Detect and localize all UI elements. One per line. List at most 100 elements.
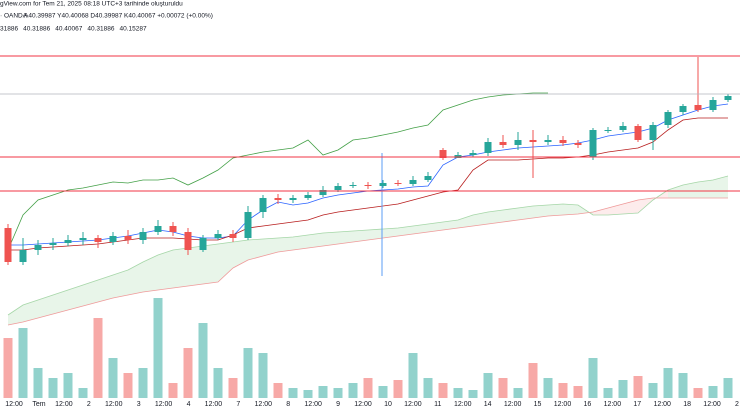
x-tick-label: 15 xyxy=(534,401,542,408)
candle-body xyxy=(409,180,417,184)
volume-bar xyxy=(273,383,283,398)
volume-bar xyxy=(363,378,373,398)
x-tick-label: 12:00 xyxy=(554,401,572,408)
candle-body xyxy=(289,198,297,200)
volume-bar xyxy=(18,328,28,398)
cloud-fill xyxy=(38,295,53,318)
volume-bar xyxy=(723,378,733,398)
volume-bar xyxy=(648,383,658,398)
cloud-fill xyxy=(428,222,443,232)
x-tick-label: 4 xyxy=(187,401,191,408)
volume-bar xyxy=(183,348,193,398)
volume-bar xyxy=(603,388,613,398)
x-tick-label: 12:00 xyxy=(504,401,522,408)
x-tick-label: 17 xyxy=(633,401,641,408)
x-tick-label: 14 xyxy=(484,401,492,408)
x-tick-label: Tem xyxy=(32,401,45,408)
x-tick-label: 12:00 xyxy=(653,401,671,408)
x-tick-label: 12:00 xyxy=(205,401,223,408)
cloud-fill xyxy=(23,300,38,322)
cloud-fill xyxy=(623,200,638,214)
axis-layer: 12:00 Tem 12:00 2 12:00 3 12:00 4 12:00 7 12:00 8 12… xyxy=(0,55,740,408)
x-tick-label: 12:00 xyxy=(454,401,472,408)
x-tick-label: 2 xyxy=(87,401,91,408)
cloud-fill xyxy=(413,224,428,234)
cloud-fill xyxy=(8,305,23,325)
volume-bar xyxy=(78,388,88,398)
volume-bar xyxy=(348,383,358,398)
x-tick-label: 11 xyxy=(434,401,441,408)
volume-bar xyxy=(93,318,103,398)
cloud-fill xyxy=(563,204,578,215)
x-tick-label: 12:00 xyxy=(105,401,123,408)
cloud-fill xyxy=(68,285,83,310)
candle-body xyxy=(424,176,432,180)
volume-bar xyxy=(258,353,268,398)
volume-bar xyxy=(123,373,133,398)
volume-bar xyxy=(573,386,583,398)
candle-body xyxy=(559,140,567,143)
cloud-fill xyxy=(353,230,368,242)
candle-body xyxy=(514,140,522,145)
cloud-fill xyxy=(338,231,353,244)
volume-bar xyxy=(213,368,223,398)
cloud-fill xyxy=(218,242,233,282)
volume-layer xyxy=(3,298,733,398)
cloud-fill xyxy=(593,208,608,215)
indicator-value: 40.15287 xyxy=(119,26,146,33)
cloud-fill xyxy=(293,235,308,250)
x-tick-label: 12:00 xyxy=(404,401,422,408)
indicator-value: 40.31886 xyxy=(87,26,114,33)
volume-bar xyxy=(558,383,568,398)
candle-body xyxy=(64,240,72,243)
cloud-fill xyxy=(608,204,623,215)
cloud-fill xyxy=(713,176,728,198)
volume-bar xyxy=(393,380,403,398)
volume-bar xyxy=(108,358,118,398)
volume-bar xyxy=(303,390,313,398)
candle-body xyxy=(139,232,147,240)
candle-body xyxy=(634,126,642,140)
volume-bar xyxy=(528,363,538,398)
candle-body xyxy=(259,198,267,212)
candle-body xyxy=(709,100,717,110)
candle-body xyxy=(364,185,372,186)
volume-bar xyxy=(693,388,703,398)
candle-body xyxy=(484,142,492,153)
indicator-line xyxy=(8,103,729,246)
x-tick-label: 3 xyxy=(137,401,141,408)
candle-body xyxy=(439,150,447,158)
candle-body xyxy=(379,183,387,186)
volume-bar xyxy=(168,383,178,398)
volume-bar xyxy=(288,388,298,398)
indicator-value: 31886 xyxy=(0,26,18,33)
candle-body xyxy=(619,126,627,130)
candle-body xyxy=(199,238,207,250)
candle-body xyxy=(169,226,177,232)
x-tick-label: 8 xyxy=(286,401,290,408)
indicator-legend: 31886 40.31886 40.40067 40.31886 40.15287 xyxy=(0,26,147,33)
x-tick-label: 12:00 xyxy=(703,401,721,408)
cloud-fill xyxy=(83,280,98,306)
x-tick-label: 12:00 xyxy=(354,401,372,408)
cloud-fill xyxy=(698,180,713,198)
volume-bar xyxy=(513,388,523,398)
candle-body xyxy=(679,106,687,112)
cloud-edge xyxy=(7,197,728,326)
candle-body xyxy=(574,143,582,145)
x-tick-label: 12:00 xyxy=(55,401,73,408)
candle-body xyxy=(124,236,132,240)
cloud-fill xyxy=(233,240,248,268)
candle-body xyxy=(214,234,222,238)
candle-body xyxy=(79,238,87,240)
volume-bar xyxy=(708,386,718,398)
candle-body xyxy=(94,238,102,242)
candle-body xyxy=(529,140,537,142)
candle-body xyxy=(229,234,237,238)
x-tick-label: 2 xyxy=(735,401,739,408)
candle-body xyxy=(724,96,732,100)
cloud-fill xyxy=(98,275,113,302)
cloud-fill xyxy=(683,182,698,198)
x-tick-label: 7 xyxy=(236,401,240,408)
